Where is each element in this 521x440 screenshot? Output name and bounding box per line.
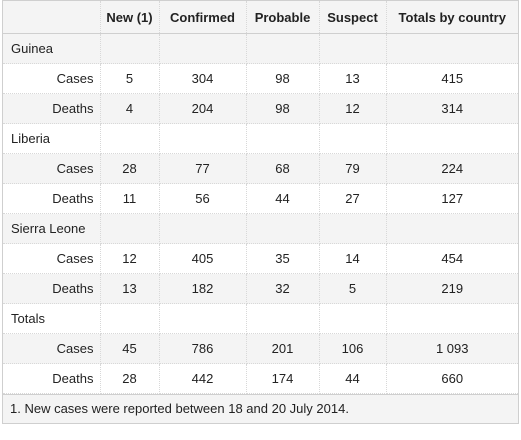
table-row: Cases 12 405 35 14 454	[3, 243, 518, 274]
ebola-cases-table: New (1) Confirmed Probable Suspect Total…	[3, 1, 518, 394]
cell-confirmed: 56	[159, 183, 247, 214]
cell-new: 4	[100, 93, 160, 124]
cell-confirmed: 182	[159, 273, 247, 304]
table-footnote: 1. New cases were reported between 18 an…	[3, 394, 518, 423]
table-row: Cases 45 786 201 106 1 093	[3, 333, 518, 364]
cell-new: 5	[100, 63, 160, 94]
header-blank	[3, 1, 101, 34]
cell-new: 45	[100, 333, 160, 364]
cell-new: 12	[100, 243, 160, 274]
row-label: Deaths	[3, 273, 101, 304]
cell-suspect: 14	[319, 243, 387, 274]
cell-total: 660	[386, 363, 518, 394]
cell-total: 415	[386, 63, 518, 94]
row-label: Deaths	[3, 363, 101, 394]
cell-probable: 174	[246, 363, 320, 394]
cell-confirmed: 77	[159, 153, 247, 184]
cell-suspect: 106	[319, 333, 387, 364]
cell-suspect: 5	[319, 273, 387, 304]
table-row: Cases 28 77 68 79 224	[3, 153, 518, 184]
country-name: Liberia	[3, 123, 101, 154]
country-name: Sierra Leone	[3, 213, 101, 244]
header-new: New (1)	[100, 1, 160, 34]
country-name: Totals	[3, 303, 101, 334]
cell-suspect: 79	[319, 153, 387, 184]
country-row-liberia: Liberia	[3, 123, 518, 154]
country-row-totals: Totals	[3, 303, 518, 334]
country-row-guinea: Guinea	[3, 33, 518, 64]
header-totals-by-country: Totals by country	[386, 1, 518, 34]
cell-suspect: 12	[319, 93, 387, 124]
ebola-cases-table-container: New (1) Confirmed Probable Suspect Total…	[2, 0, 519, 424]
header-row: New (1) Confirmed Probable Suspect Total…	[3, 1, 518, 34]
header-probable: Probable	[246, 1, 320, 34]
row-label: Cases	[3, 153, 101, 184]
cell-confirmed: 204	[159, 93, 247, 124]
cell-new: 13	[100, 273, 160, 304]
row-label: Cases	[3, 243, 101, 274]
row-label: Cases	[3, 333, 101, 364]
row-label: Cases	[3, 63, 101, 94]
cell-confirmed: 304	[159, 63, 247, 94]
cell-confirmed: 442	[159, 363, 247, 394]
cell-probable: 68	[246, 153, 320, 184]
cell-total: 127	[386, 183, 518, 214]
cell-probable: 98	[246, 93, 320, 124]
cell-probable: 32	[246, 273, 320, 304]
row-label: Deaths	[3, 183, 101, 214]
table-row: Deaths 13 182 32 5 219	[3, 273, 518, 304]
cell-total: 219	[386, 273, 518, 304]
table-row: Deaths 28 442 174 44 660	[3, 363, 518, 394]
cell-probable: 44	[246, 183, 320, 214]
cell-total: 314	[386, 93, 518, 124]
table-row: Deaths 4 204 98 12 314	[3, 93, 518, 124]
cell-suspect: 27	[319, 183, 387, 214]
country-row-sierra-leone: Sierra Leone	[3, 213, 518, 244]
cell-new: 28	[100, 153, 160, 184]
table-row: Cases 5 304 98 13 415	[3, 63, 518, 94]
cell-probable: 201	[246, 333, 320, 364]
table-row: Deaths 11 56 44 27 127	[3, 183, 518, 214]
cell-new: 11	[100, 183, 160, 214]
cell-probable: 98	[246, 63, 320, 94]
cell-confirmed: 786	[159, 333, 247, 364]
cell-confirmed: 405	[159, 243, 247, 274]
row-label: Deaths	[3, 93, 101, 124]
cell-suspect: 13	[319, 63, 387, 94]
cell-total: 1 093	[386, 333, 518, 364]
cell-new: 28	[100, 363, 160, 394]
header-suspect: Suspect	[319, 1, 387, 34]
country-name: Guinea	[3, 33, 101, 64]
header-confirmed: Confirmed	[159, 1, 247, 34]
cell-total: 454	[386, 243, 518, 274]
cell-total: 224	[386, 153, 518, 184]
cell-suspect: 44	[319, 363, 387, 394]
cell-probable: 35	[246, 243, 320, 274]
